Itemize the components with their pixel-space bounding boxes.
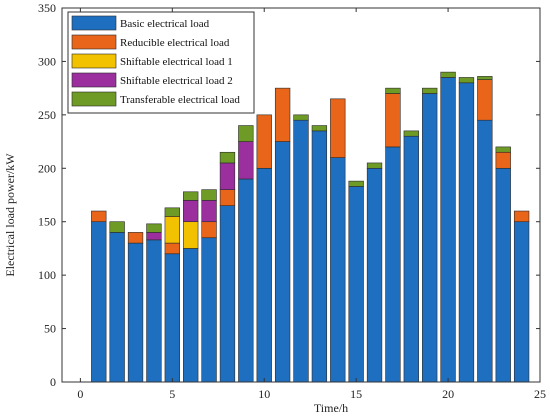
bar-segment-t15-s5 <box>348 180 364 187</box>
bar-segment-t1-s1 <box>91 221 107 383</box>
bar-segment-t3-s2 <box>127 232 144 244</box>
bar-segment-t4-s4 <box>146 232 162 241</box>
bar-segment-t24-s1 <box>513 221 530 383</box>
bar-segment-t6-s4 <box>183 200 199 223</box>
bar-segment-t7-s4 <box>201 200 217 223</box>
x-tick-label: 20 <box>442 387 454 401</box>
bar-segment-t12-s1 <box>293 119 309 383</box>
bar-segment-t23-s1 <box>495 167 511 383</box>
bar-segment-t9-s4 <box>238 141 254 180</box>
bar-segment-t16-s5 <box>366 162 383 169</box>
legend-label-5: Transferable electrical load <box>120 94 240 106</box>
bar-segment-t6-s3 <box>183 221 199 249</box>
y-tick-label: 50 <box>44 322 56 336</box>
bar-segment-t18-s1 <box>403 135 419 383</box>
x-tick-label: 5 <box>169 387 175 401</box>
bar-segment-t23-s5 <box>495 146 511 153</box>
legend-swatch-3 <box>71 53 117 69</box>
bar-segment-t17-s5 <box>385 87 401 94</box>
bar-segment-t8-s5 <box>219 151 236 164</box>
bar-segment-t2-s1 <box>109 232 125 383</box>
y-tick-label: 250 <box>38 108 56 122</box>
bar-segment-t11-s1 <box>274 141 291 383</box>
bar-segment-t15-s1 <box>348 186 364 383</box>
bar-segment-t21-s1 <box>458 82 475 383</box>
bar-segment-t19-s5 <box>422 87 438 94</box>
bar-segment-t5-s2 <box>164 242 180 255</box>
bar-segment-t5-s5 <box>164 207 180 217</box>
legend-label-3: Shiftable electrical load 1 <box>120 56 233 68</box>
bar-segment-t17-s2 <box>385 93 401 148</box>
bar-segment-t1-s2 <box>91 210 107 223</box>
bar-segment-t14-s2 <box>330 98 346 158</box>
legend-swatch-4 <box>71 72 117 88</box>
plot-frame <box>61 7 541 383</box>
bar-segment-t20-s5 <box>440 71 456 78</box>
x-axis-title: Time/h <box>314 401 348 415</box>
y-tick-label: 0 <box>50 375 56 389</box>
bar-segment-t23-s2 <box>495 151 511 169</box>
legend-swatch-2 <box>71 34 117 50</box>
bar-segment-t6-s1 <box>183 248 199 383</box>
bar-segment-t9-s5 <box>238 125 254 142</box>
legend-swatch-1 <box>71 15 117 31</box>
legend-label-2: Reducible electrical load <box>120 37 230 49</box>
bar-segment-t16-s1 <box>366 167 383 383</box>
legend-label-4: Shiftable electrical load 2 <box>120 75 233 87</box>
bar-segment-t8-s1 <box>219 205 236 383</box>
bar-segment-t7-s2 <box>201 221 217 239</box>
bar-segment-t4-s1 <box>146 239 162 383</box>
bar-segment-t5-s3 <box>164 216 180 244</box>
bar-segment-t12-s5 <box>293 114 309 121</box>
y-tick-label: 300 <box>38 54 56 68</box>
bars-group <box>91 71 530 383</box>
legend-label-1: Basic electrical load <box>120 18 210 30</box>
bar-segment-t6-s5 <box>183 191 199 201</box>
bar-segment-t5-s1 <box>164 253 180 383</box>
bar-segment-t21-s5 <box>458 77 475 84</box>
y-tick-label: 200 <box>38 161 56 175</box>
bar-segment-t8-s4 <box>219 162 236 190</box>
x-tick-label: 25 <box>534 387 546 401</box>
bar-segment-t4-s5 <box>146 223 162 233</box>
bar-segment-t13-s5 <box>311 125 328 132</box>
bar-segment-t7-s5 <box>201 189 217 201</box>
y-axis-title: Electrical load power/kW <box>3 153 17 277</box>
bar-segment-t2-s5 <box>109 221 125 233</box>
bar-segment-t13-s1 <box>311 130 328 383</box>
legend: Basic electrical load Reducible electrica… <box>67 11 255 114</box>
bar-segment-t22-s2 <box>477 79 493 121</box>
bar-segment-t11-s2 <box>274 87 291 142</box>
x-tick-label: 10 <box>258 387 270 401</box>
bar-segment-t7-s1 <box>201 237 217 383</box>
bar-segment-t18-s5 <box>403 130 419 137</box>
bar-segment-t10-s1 <box>256 167 272 383</box>
bar-segment-t22-s5 <box>477 76 493 80</box>
x-tick-label: 0 <box>77 387 83 401</box>
bar-segment-t8-s2 <box>219 189 236 206</box>
bar-segment-t22-s1 <box>477 119 493 383</box>
bar-segment-t17-s1 <box>385 146 401 383</box>
bar-segment-t20-s1 <box>440 77 456 383</box>
y-tick-label: 150 <box>38 215 56 229</box>
bar-segment-t9-s1 <box>238 178 254 383</box>
bar-segment-t19-s1 <box>422 93 438 383</box>
bar-segment-t14-s1 <box>330 157 346 383</box>
y-tick-label: 100 <box>38 268 56 282</box>
legend-swatch-5 <box>71 91 117 107</box>
x-tick-label: 15 <box>350 387 362 401</box>
bar-segment-t10-s2 <box>256 114 272 169</box>
y-tick-label: 350 <box>38 1 56 15</box>
bar-segment-t3-s1 <box>127 242 144 383</box>
bar-segment-t24-s2 <box>513 210 530 223</box>
